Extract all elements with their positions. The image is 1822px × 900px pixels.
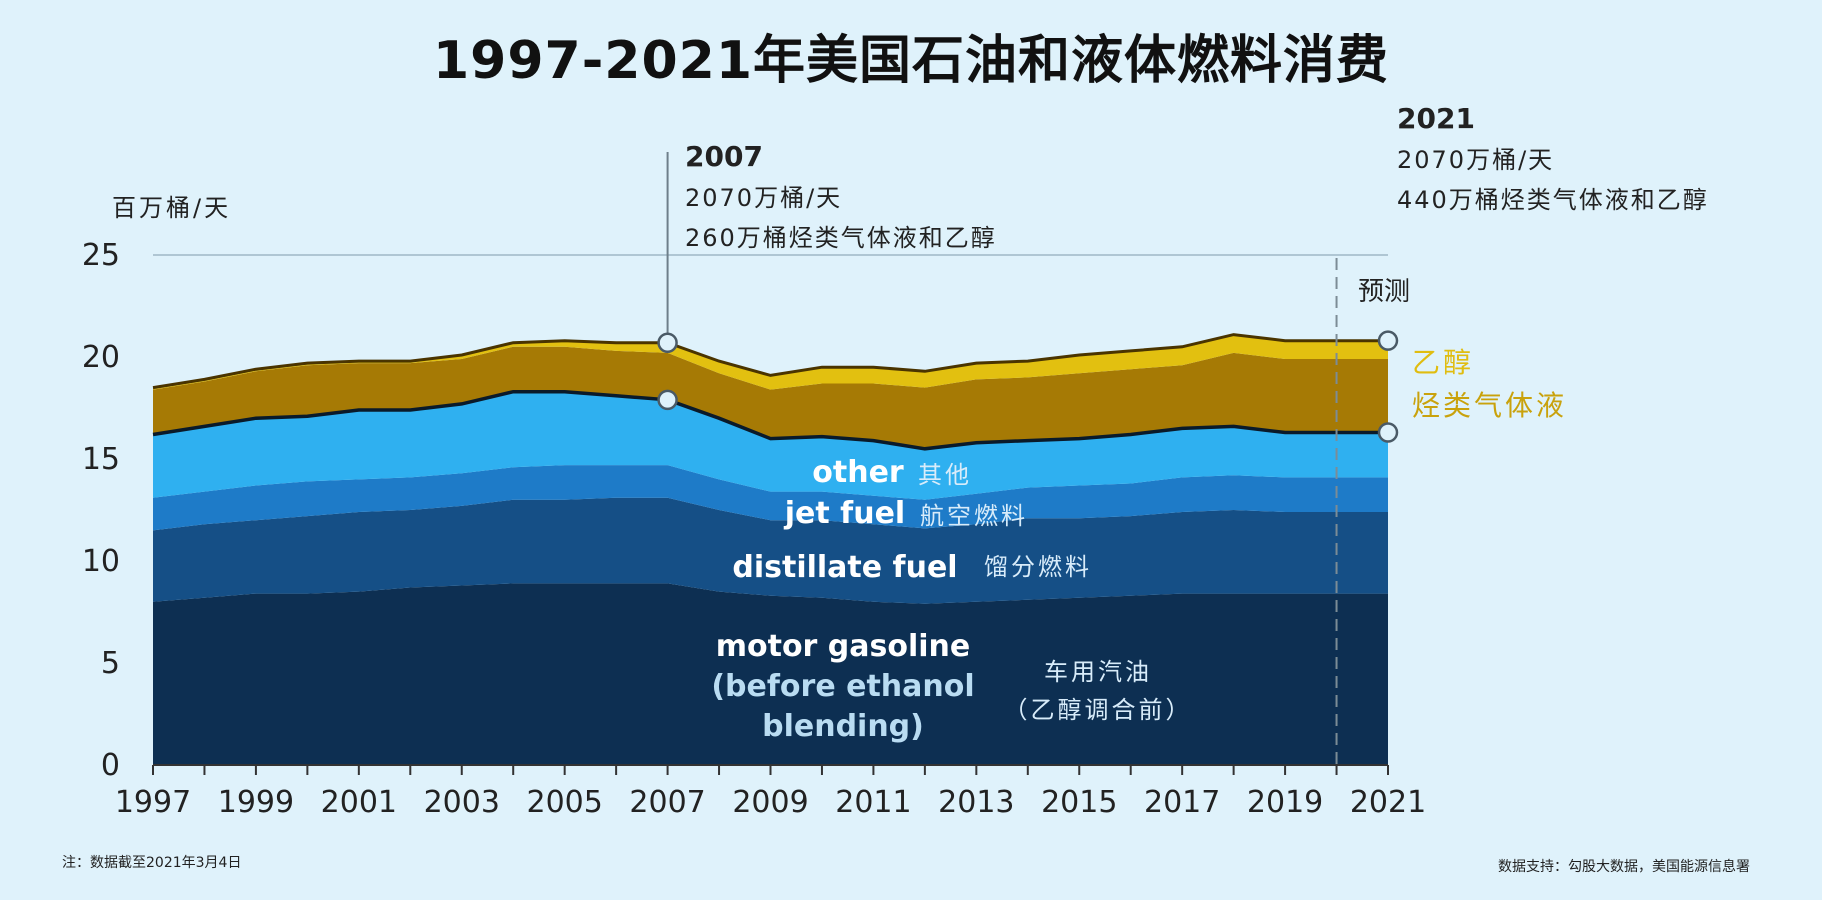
- x-tick-label: 2005: [526, 785, 602, 820]
- series-label-jet-fuel-cn: 航空燃料: [920, 502, 1028, 530]
- x-tick-label: 1999: [218, 785, 294, 820]
- series-label-gasoline: (before ethanol: [711, 669, 974, 704]
- data-source: 数据支持：勾股大数据，美国能源信息署: [1498, 859, 1750, 875]
- area-hgl: [153, 346, 1388, 449]
- area-other: [153, 391, 1388, 500]
- annotation-marker-2021-petroleum: [1377, 422, 1399, 443]
- x-tick-label: 2015: [1041, 785, 1117, 820]
- x-tick-label: 1997: [115, 785, 191, 820]
- area-jet: [153, 465, 1388, 531]
- annotation-2007-text: 260万桶烃类气体液和乙醇: [685, 224, 997, 252]
- series-label-other-cn: 其他: [918, 461, 972, 489]
- y-tick-label: 25: [82, 238, 120, 273]
- y-tick-label: 0: [101, 748, 120, 783]
- x-tick-label: 2013: [938, 785, 1014, 820]
- y-tick-label: 5: [101, 646, 120, 681]
- x-tick-label: 2009: [732, 785, 808, 820]
- annotation-2007-text: 2007: [685, 140, 763, 173]
- x-tick-label: 2019: [1247, 785, 1323, 820]
- y-tick-label: 15: [82, 442, 120, 477]
- series-label-gasoline: motor gasoline: [716, 629, 971, 664]
- series-label-gasoline: blending): [762, 709, 924, 744]
- annotation-2021-text: 2070万桶/天: [1397, 146, 1554, 174]
- x-tick-label: 2017: [1144, 785, 1220, 820]
- total-consumption-line: [152, 333, 1388, 390]
- series-label-distillate-cn: 馏分燃料: [984, 553, 1092, 581]
- series-label-ethanol: 乙醇: [1412, 346, 1474, 379]
- y-tick-label: 20: [82, 340, 120, 375]
- forecast-label: 预测: [1358, 277, 1410, 307]
- series-label-gasoline-cn: 车用汽油: [1044, 658, 1152, 686]
- series-label-hgl: 烃类气体液: [1412, 389, 1567, 422]
- x-tick-label: 2001: [321, 785, 397, 820]
- y-axis-unit: 百万桶/天: [112, 194, 231, 222]
- area-distillate: [153, 497, 1388, 604]
- series-label-gasoline-cn: （乙醇调合前）: [1004, 696, 1193, 724]
- footnote: 注：数据截至2021年3月4日: [62, 855, 242, 871]
- x-tick-label: 2003: [424, 785, 500, 820]
- x-tick-label: 2007: [629, 785, 705, 820]
- annotation-2021-text: 440万桶烃类气体液和乙醇: [1397, 186, 1709, 214]
- area-gasoline: [153, 583, 1388, 765]
- x-tick-label: 2021: [1350, 785, 1426, 820]
- series-label-other: other: [812, 455, 904, 490]
- chart-title: 1997-2021年美国石油和液体燃料消费: [432, 31, 1390, 91]
- annotation-marker-2007-petroleum: [657, 389, 678, 411]
- series-label-jet-fuel: jet fuel: [784, 496, 905, 531]
- annotation-marker-2007-total: [657, 332, 678, 353]
- annotation-marker-2021-total: [1377, 330, 1399, 351]
- x-tick-label: 2011: [835, 785, 911, 820]
- annotation-2021-text: 2021: [1397, 102, 1475, 135]
- y-tick-label: 10: [82, 544, 120, 579]
- series-label-distillate: distillate fuel: [732, 550, 957, 585]
- petroleum-total-line: [152, 389, 1388, 451]
- annotation-2007-text: 2070万桶/天: [685, 184, 842, 212]
